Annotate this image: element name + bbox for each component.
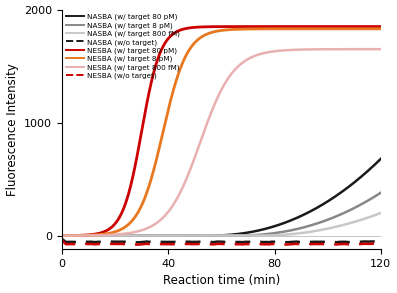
Legend: NASBA (w/ target 80 pM), NASBA (w/ target 8 pM), NASBA (w/ target 800 fM), NASBA: NASBA (w/ target 80 pM), NASBA (w/ targe…: [64, 11, 183, 82]
Y-axis label: Fluorescence Intensity: Fluorescence Intensity: [6, 63, 19, 196]
X-axis label: Reaction time (min): Reaction time (min): [163, 275, 280, 287]
